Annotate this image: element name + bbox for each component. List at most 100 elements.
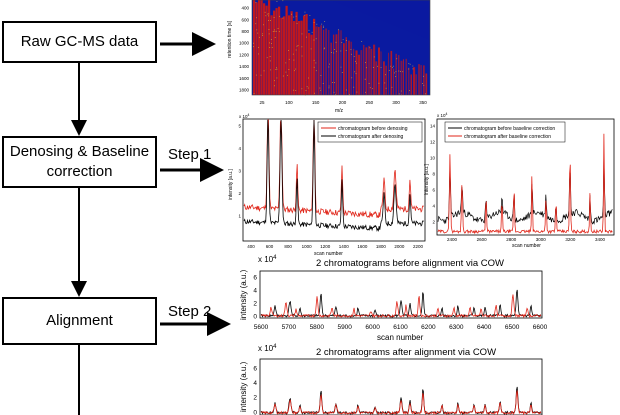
plot-c-title: 2 chromatograms before alignment via COW <box>316 258 504 269</box>
plot-a-legend: chromatogram before denosing chromatogra… <box>317 121 423 143</box>
heatmap-ytick-6: 1600 <box>239 76 250 81</box>
plot-b-exp: x 104 <box>437 112 448 118</box>
plot-b-xtick-1: 2600 <box>477 237 488 242</box>
plot-c-xtick-0: 5600 <box>254 324 269 331</box>
plot-before-alignment: x 104 2 chromatograms before alignment v… <box>239 255 548 342</box>
plot-c-ytick-1: 4 <box>253 287 257 294</box>
plot-c-xtick-3: 5900 <box>337 324 352 331</box>
heatmap-xticks: 25 100 150 200 250 300 350 <box>259 100 427 105</box>
plot-a-xtick-6: 1600 <box>357 244 368 249</box>
plot-b-ytick-2: 10 <box>430 156 436 161</box>
plot-d-ytick-3: 0 <box>253 409 257 415</box>
plot-b-xtick-0: 2400 <box>447 237 458 242</box>
plot-b-xtick-4: 3200 <box>565 237 576 242</box>
heatmap-ytick-4: 1200 <box>239 52 250 57</box>
plot-b-ylabel: intensity [a.u.] <box>424 164 430 195</box>
plot-d-title: 2 chromatograms after alignment via COW <box>316 347 496 358</box>
plot-c-ylabel: intensity (a.u.) <box>239 269 248 320</box>
plot-d-ytick-0: 6 <box>253 365 257 372</box>
raw-data-box: Raw GC-MS data <box>2 21 157 63</box>
plot-d-ytick-2: 2 <box>253 395 257 402</box>
plot-c-xtick-2: 5800 <box>310 324 325 331</box>
plot-a-legend-1: chromatogram before denosing <box>338 126 408 132</box>
plot-a-legend-2: chromatogram after denosing <box>338 134 404 140</box>
heatmap-xtick-0: 25 <box>259 100 265 105</box>
plot-c-xtick-10: 6600 <box>533 324 548 331</box>
plot-b-ytick-6: 2 <box>432 220 435 225</box>
d-lines-red <box>260 390 542 415</box>
step2-label: Step 2 <box>168 303 212 320</box>
plot-b-line-after <box>437 133 613 235</box>
heatmap-ytick-0: 400 <box>241 6 249 11</box>
plot-d-ytick-1: 4 <box>253 380 257 387</box>
plot-a-ylabel: intensity [a.u.] <box>228 169 234 200</box>
plot-a-xlabel: scan number <box>314 251 343 257</box>
plot-a-line-before <box>243 119 425 219</box>
plot-a-xtick-1: 600 <box>266 244 274 249</box>
plot-c-ytick-0: 6 <box>253 274 257 281</box>
plot-c-xtick-9: 6500 <box>505 324 520 331</box>
plot-a-ytick-0: 5 <box>238 124 241 129</box>
plot-a-ytick-1: 4 <box>238 146 241 151</box>
plot-a-xtick-3: 1000 <box>302 244 313 249</box>
plot-after-alignment: x 104 2 chromatograms after alignment vi… <box>239 344 543 415</box>
heatmap-ytick-5: 1400 <box>239 64 250 69</box>
plot-a-line-after <box>243 119 425 232</box>
denoise-box: Denosing & Baseline correction <box>2 136 157 188</box>
plot-d-exp: x 104 <box>258 344 277 353</box>
plot-c-xtick-1: 5700 <box>282 324 297 331</box>
flow-arrows <box>71 32 231 415</box>
heatmap-xlabel: m/z <box>335 108 344 114</box>
plot-a-ytick-3: 2 <box>238 191 241 196</box>
plot-a-ytick-2: 3 <box>238 169 241 174</box>
heatmap-ytick-3: 1000 <box>239 41 250 46</box>
plot-b-legend: chromatogram before baseline correction … <box>444 121 566 143</box>
heatmap-xtick-5: 300 <box>392 100 400 105</box>
plot-c-xtick-8: 6400 <box>477 324 492 331</box>
heatmap-ytick-1: 600 <box>241 17 249 22</box>
plot-b-ytick-4: 6 <box>432 188 435 193</box>
heatmap-yticks: 400 600 800 1000 1200 1400 1600 1800 <box>239 6 250 93</box>
plot-b-xtick-3: 3000 <box>536 237 547 242</box>
plot-c-ytick-2: 2 <box>253 300 257 307</box>
plot-a-exp: x 104 <box>239 113 250 119</box>
plot-b-ytick-5: 4 <box>432 204 435 209</box>
plot-c-xtick-5: 6100 <box>393 324 408 331</box>
heatmap-xtick-1: 100 <box>285 100 293 105</box>
plot-b-xtick-5: 3400 <box>595 237 606 242</box>
heatmap-xtick-3: 200 <box>339 100 347 105</box>
alignment-label: Alignment <box>46 312 113 329</box>
plot-b-legend-1: chromatogram before baseline correction <box>464 126 555 132</box>
plot-a-xtick-0: 400 <box>247 244 255 249</box>
plot-a-xtick-7: 1800 <box>376 244 387 249</box>
heatmap-panel: retention time [s] 400 600 800 1000 1200 1400… <box>227 0 431 114</box>
plot-b-ytick-0: 14 <box>430 124 436 129</box>
plot-b-line-before <box>437 154 613 225</box>
plot-c-xlabel: scan number <box>377 333 424 342</box>
heatmap-ytick-7: 1800 <box>239 88 250 93</box>
plot-b-ytick-1: 12 <box>430 140 436 145</box>
heatmap-ytick-2: 800 <box>241 29 249 34</box>
c-lines-red <box>260 294 542 319</box>
plot-d-ylabel: intensity (a.u.) <box>239 361 248 412</box>
denoise-label: Denosing & Baseline correction <box>9 143 150 180</box>
plot-a-xtick-2: 800 <box>284 244 292 249</box>
heatmap-xtick-6: 350 <box>419 100 427 105</box>
heatmap-xtick-4: 250 <box>366 100 374 105</box>
plot-a-xtick-8: 2000 <box>394 244 405 249</box>
plot-c-ytick-3: 0 <box>253 313 257 320</box>
plot-a-xtick-9: 2200 <box>413 244 424 249</box>
plot-b-ytick-3: 8 <box>432 172 435 177</box>
raw-data-label: Raw GC-MS data <box>20 33 139 50</box>
alignment-box: Alignment <box>2 297 157 345</box>
plot-c-xtick-7: 6300 <box>449 324 464 331</box>
plot-c-xtick-6: 6200 <box>421 324 436 331</box>
plot-baseline: x 104 chromatogram before baseline corre… <box>424 112 615 249</box>
plot-d-frame <box>259 358 543 415</box>
plot-b-legend-2: chromatogram after baseline correction <box>464 134 551 140</box>
plot-b-xtick-2: 2800 <box>506 237 517 242</box>
plot-c-exp: x 104 <box>258 255 277 264</box>
plot-a-xtick-5: 1400 <box>339 244 350 249</box>
heatmap-ylabel: retention time [s] <box>227 20 233 58</box>
